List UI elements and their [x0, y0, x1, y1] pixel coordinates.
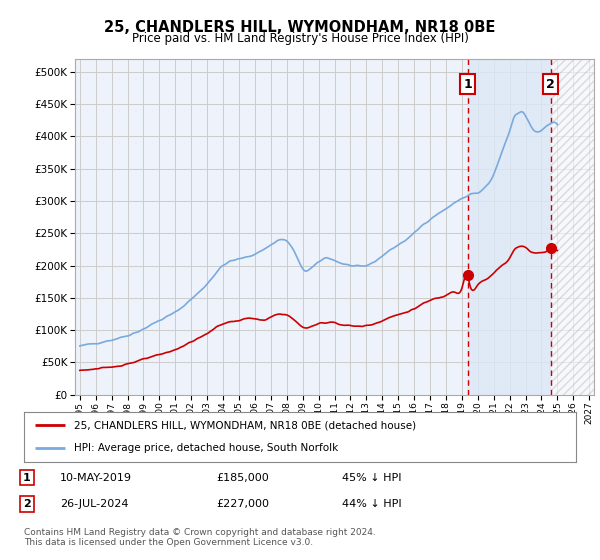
Text: 25, CHANDLERS HILL, WYMONDHAM, NR18 0BE (detached house): 25, CHANDLERS HILL, WYMONDHAM, NR18 0BE …	[74, 420, 416, 430]
Text: £185,000: £185,000	[216, 473, 269, 483]
Text: 26-JUL-2024: 26-JUL-2024	[60, 499, 128, 509]
Bar	[551, 59, 594, 395]
Bar	[551, 59, 594, 395]
Text: 1: 1	[463, 77, 472, 91]
Text: 1: 1	[23, 473, 31, 483]
Text: Contains HM Land Registry data © Crown copyright and database right 2024.
This d: Contains HM Land Registry data © Crown c…	[24, 528, 376, 547]
Text: 25, CHANDLERS HILL, WYMONDHAM, NR18 0BE: 25, CHANDLERS HILL, WYMONDHAM, NR18 0BE	[104, 20, 496, 35]
Text: Price paid vs. HM Land Registry's House Price Index (HPI): Price paid vs. HM Land Registry's House …	[131, 32, 469, 45]
Text: 2: 2	[23, 499, 31, 509]
Text: HPI: Average price, detached house, South Norfolk: HPI: Average price, detached house, Sout…	[74, 444, 338, 454]
Text: 10-MAY-2019: 10-MAY-2019	[60, 473, 132, 483]
Text: 44% ↓ HPI: 44% ↓ HPI	[342, 499, 401, 509]
Text: £227,000: £227,000	[216, 499, 269, 509]
Bar	[467, 59, 551, 395]
Text: 45% ↓ HPI: 45% ↓ HPI	[342, 473, 401, 483]
Text: 2: 2	[546, 77, 555, 91]
